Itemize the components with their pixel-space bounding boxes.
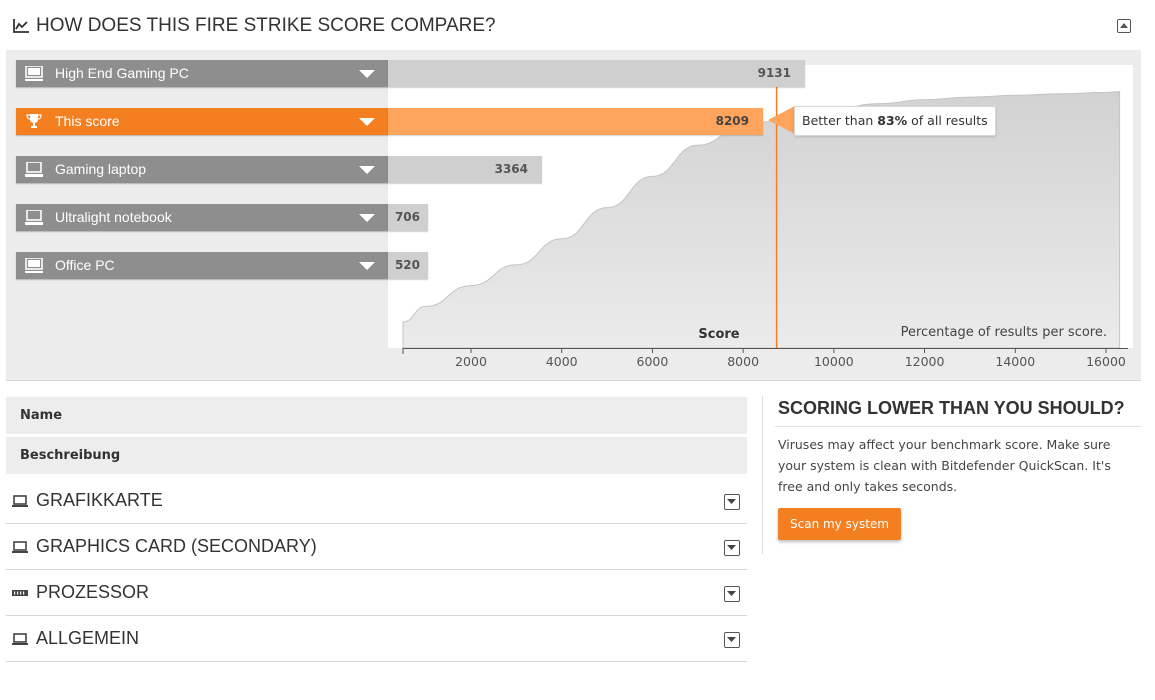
x-tick-label: 6000: [637, 354, 669, 369]
x-tick-label: 16000: [1086, 354, 1126, 369]
section-title: ALLGEMEIN: [36, 628, 140, 648]
score-value: 9131: [757, 66, 791, 80]
score-value: 8209: [715, 114, 749, 128]
better-than-tooltip: Better than 83% of all results: [794, 106, 996, 136]
chevron-up-icon: [1120, 23, 1128, 28]
compare-section: HOW DOES THIS FIRE STRIKE SCORE COMPARE?…: [6, 0, 1141, 381]
computer-icon: [12, 633, 28, 645]
section-title: PROZESSOR: [36, 582, 150, 602]
section-graphics-card-secondary[interactable]: GRAPHICS CARD (SECONDARY): [6, 524, 747, 570]
monitor-icon: [12, 541, 28, 553]
compare-header: HOW DOES THIS FIRE STRIKE SCORE COMPARE?: [6, 0, 1141, 51]
score-bar: 3364: [388, 156, 542, 183]
monitor-icon: [12, 495, 28, 507]
score-bar: 9131: [388, 60, 805, 87]
category-label: Ultralight notebook: [55, 209, 172, 225]
score-bar: 8209: [388, 108, 763, 135]
compare-title: HOW DOES THIS FIRE STRIKE SCORE COMPARE?: [36, 15, 496, 36]
section-title: GRAFIKKARTE: [36, 490, 163, 510]
promo-text: Viruses may affect your benchmark score.…: [778, 437, 1111, 494]
scan-my-system-button[interactable]: Scan my system: [778, 508, 901, 540]
dropdown-arrow-icon[interactable]: [359, 118, 375, 126]
x-tick-label: 14000: [995, 354, 1035, 369]
description-label: Beschreibung: [20, 448, 121, 463]
category-label: High End Gaming PC: [55, 65, 189, 81]
expand-button[interactable]: [724, 540, 740, 556]
promo-separator: [775, 426, 1141, 427]
x-tick-label: 8000: [727, 354, 759, 369]
score-value: 520: [394, 258, 420, 272]
expand-button[interactable]: [724, 494, 740, 510]
distribution-chart: 2000 4000 6000 8000 10000 12000 14000 16000 Sco…: [402, 86, 1128, 369]
name-label: Name: [20, 408, 63, 423]
section-grafikkarte[interactable]: GRAFIKKARTE: [6, 478, 747, 524]
category-selector[interactable]: Gaming laptop: [16, 156, 388, 183]
laptop-icon: [25, 210, 43, 225]
section-allgemein[interactable]: ALLGEMEIN: [6, 616, 747, 662]
better-than-pointer: [768, 106, 795, 134]
section-title: GRAPHICS CARD (SECONDARY): [36, 536, 317, 556]
better-suffix: of all results: [907, 113, 988, 128]
category-selector[interactable]: Ultralight notebook: [16, 204, 388, 231]
x-tick-label: 10000: [814, 354, 854, 369]
score-value: 3364: [494, 162, 528, 176]
category-selector[interactable]: High End Gaming PC: [16, 60, 388, 87]
dropdown-arrow-icon[interactable]: [359, 262, 375, 270]
trophy-icon: [26, 114, 42, 128]
expand-button[interactable]: [724, 586, 740, 602]
cpu-icon: [12, 590, 28, 596]
category-label: This score: [55, 113, 120, 129]
dropdown-arrow-icon[interactable]: [359, 214, 375, 222]
chevron-down-icon: [727, 499, 736, 504]
better-percentage: 83%: [877, 113, 908, 128]
score-value: 706: [394, 210, 420, 224]
desktop-icon: [25, 258, 43, 273]
category-selector[interactable]: Office PC: [16, 252, 388, 279]
y-axis-label: Percentage of results per score.: [901, 325, 1107, 340]
chevron-down-icon: [727, 545, 736, 550]
dropdown-arrow-icon[interactable]: [359, 166, 375, 174]
dropdown-arrow-icon[interactable]: [359, 70, 375, 78]
chevron-down-icon: [727, 591, 736, 596]
promo-divider: [762, 396, 763, 554]
x-tick-label: 12000: [905, 354, 945, 369]
x-axis-label: Score: [698, 327, 739, 342]
desktop-icon: [25, 66, 43, 81]
category-label: Gaming laptop: [55, 161, 147, 177]
section-prozessor[interactable]: PROZESSOR: [6, 570, 747, 616]
x-tick-label: 4000: [546, 354, 578, 369]
expand-button[interactable]: [724, 632, 740, 648]
promo-title: SCORING LOWER THAN YOU SHOULD?: [778, 398, 1125, 418]
x-tick-label: 2000: [455, 354, 487, 369]
category-selector[interactable]: This score: [16, 108, 388, 135]
laptop-icon: [25, 162, 43, 177]
description-field: Beschreibung: [6, 437, 747, 474]
line-chart-icon: [13, 19, 29, 33]
chevron-down-icon: [727, 637, 736, 642]
better-prefix: Better than: [802, 113, 878, 128]
score-bar: 706: [388, 204, 428, 231]
category-label: Office PC: [55, 257, 115, 273]
compare-panel: 2000 4000 6000 8000 10000 12000 14000 16000 Sco…: [6, 50, 1141, 381]
collapse-button[interactable]: [1117, 19, 1131, 33]
name-field: Name: [6, 397, 747, 434]
score-bar: 520: [388, 252, 428, 279]
